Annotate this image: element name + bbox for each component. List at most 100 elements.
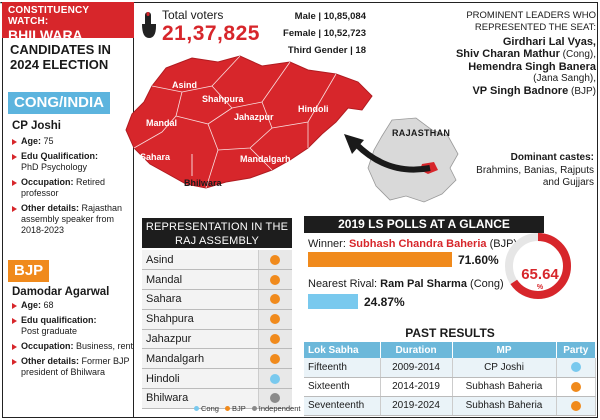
detail-item: Occupation: Retired professor xyxy=(12,177,134,199)
dominant-castes: Dominant castes: Brahmins, Banias, Rajpu… xyxy=(470,152,594,190)
party-dot xyxy=(270,373,281,384)
legend-cong: Cong xyxy=(201,404,219,413)
representation-table: Asind Mandal Sahara Shahpura Jahazpur Mandalg… xyxy=(142,250,292,409)
candidates-title: CANDIDATES IN 2024 ELECTION xyxy=(10,42,111,72)
constituency-name: Bhilwara xyxy=(142,388,259,409)
constituency-name: Sahara xyxy=(142,289,259,310)
party-dot xyxy=(270,274,281,285)
leader-3: Hemendra Singh Banera xyxy=(468,61,596,73)
table-row: Mandal xyxy=(142,269,292,291)
map-label-mandalgarh: Mandalgarh xyxy=(240,154,291,164)
constituency-name: Asind xyxy=(142,250,259,271)
leader-4: VP Singh Badnore xyxy=(472,85,569,97)
party-legend: Cong BJP Independent xyxy=(190,404,300,413)
col-mp: MP xyxy=(452,342,557,358)
constituency-header: CONSTITUENCY WATCH: BHILWARA xyxy=(2,2,134,43)
rival-label: Nearest Rival: xyxy=(308,278,381,290)
leader-4-party: (BJP) xyxy=(568,86,596,97)
detail-item: Age: 75 xyxy=(12,136,134,147)
party-dot-cell xyxy=(258,329,292,350)
header-line1: CONSTITUENCY WATCH: xyxy=(8,5,90,27)
gender-breakdown: Male | 10,85,084 Female | 10,52,723 Thir… xyxy=(270,8,366,59)
rival-line: Nearest Rival: Ram Pal Sharma (Cong) xyxy=(308,278,504,290)
prominent-leaders: PROMINENT LEADERS WHO REPRESENTED THE SE… xyxy=(438,10,596,98)
map-label-sahara: Sahara xyxy=(140,152,171,162)
party-dot xyxy=(570,381,581,392)
party-dot xyxy=(570,400,581,411)
winner-name: Subhash Chandra Baheria xyxy=(348,238,487,250)
detail-item: Occupation: Business, rent xyxy=(12,341,134,352)
duration-cell: 2019-2024 xyxy=(380,396,453,416)
party-dot-cell xyxy=(258,309,292,330)
map-label-jahazpur: Jahazpur xyxy=(234,112,274,122)
legend-bjp: BJP xyxy=(232,404,246,413)
table-row: Sixteenth 2014-2019 Subhash Baheria xyxy=(304,377,596,397)
table-row: Jahazpur xyxy=(142,329,292,350)
rajasthan-label: RAJASTHAN xyxy=(392,128,451,138)
table-row: Hindoli xyxy=(142,368,292,390)
col-party: Party xyxy=(556,342,596,358)
map-label-mandal: Mandal xyxy=(146,118,177,128)
winner-bar xyxy=(308,252,452,267)
table-header-row: Lok Sabha Duration MP Party xyxy=(304,342,596,358)
cong-swatch xyxy=(194,406,199,411)
turnout-unit: % xyxy=(536,284,544,291)
leader-1: Girdhari Lal Vyas, xyxy=(502,36,596,48)
winner-line: Winner: Subhash Chandra Baheria (BJP) xyxy=(308,238,517,250)
table-row: Mandalgarh xyxy=(142,348,292,370)
bjp-swatch xyxy=(225,406,231,411)
past-heading: PAST RESULTS xyxy=(405,326,495,340)
detail-item: Other details: Former BJP president of B… xyxy=(12,356,134,378)
representation-heading: REPRESENTATION IN THE RAJ ASSEMBLY xyxy=(142,218,292,248)
header-line2: BHILWARA xyxy=(8,27,83,43)
candidates-panel: CONSTITUENCY WATCH: BHILWARA CANDIDATES … xyxy=(2,2,134,418)
winner-pct: 71.60% xyxy=(458,253,499,267)
map-label-hindoli: Hindoli xyxy=(298,104,329,114)
turnout-value: 65.64 xyxy=(521,266,559,283)
table-row: Bhilwara xyxy=(142,388,292,409)
duration-cell: 2014-2019 xyxy=(380,377,453,397)
table-row: Sahara xyxy=(142,289,292,310)
mp-cell: Subhash Baheria xyxy=(452,396,557,416)
winner-party: (BJP) xyxy=(486,238,518,250)
constituency-name: Shahpura xyxy=(142,309,259,330)
arrow-icon xyxy=(344,134,431,173)
party-dot-cell xyxy=(258,289,292,310)
detail-item: Edu Qualification: PhD Psychology xyxy=(12,151,134,173)
voting-finger-icon xyxy=(142,12,156,38)
party-cell xyxy=(556,358,596,378)
lok-sabha-cell: Seventeenth xyxy=(304,396,381,416)
map-label-asind: Asind xyxy=(172,80,197,90)
lok-sabha-cell: Sixteenth xyxy=(304,377,381,397)
constituency-name: Mandalgarh xyxy=(142,348,259,370)
constituency-name: Hindoli xyxy=(142,368,259,390)
cong-candidate-name: CP Joshi xyxy=(12,120,61,132)
constituency-name: Mandal xyxy=(142,269,259,291)
leader-3-party: (Jana Sangh), xyxy=(533,73,596,84)
rival-bar xyxy=(308,294,358,309)
voters-label: Total voters xyxy=(162,8,224,22)
party-dot-cell xyxy=(258,250,292,271)
col-duration: Duration xyxy=(380,342,453,358)
party-dot xyxy=(270,254,281,265)
rival-name: Ram Pal Sharma xyxy=(380,278,467,290)
table-row: Fifteenth 2009-2014 CP Joshi xyxy=(304,358,596,378)
party-dot xyxy=(570,362,581,373)
cong-party-tag: CONG/INDIA xyxy=(8,92,110,114)
assembly-representation: REPRESENTATION IN THE RAJ ASSEMBLY Asind… xyxy=(142,218,292,418)
third-gender-count: Third Gender | 18 xyxy=(287,45,366,56)
party-dot-cell xyxy=(258,388,292,409)
party-cell xyxy=(556,396,596,416)
female-count: Female | 10,52,723 xyxy=(283,28,366,39)
voters-total: 21,37,825 xyxy=(162,22,260,45)
male-count: Male | 10,85,084 xyxy=(294,11,366,22)
mp-cell: Subhash Baheria xyxy=(452,377,557,397)
party-dot-cell xyxy=(258,368,292,390)
leader-2: Shiv Charan Mathur xyxy=(455,48,560,60)
castes-text: Brahmins, Banias, Rajputs and Gujjars xyxy=(476,164,594,189)
lok-sabha-cell: Fifteenth xyxy=(304,358,381,378)
leader-2-party: (Cong), xyxy=(559,49,596,60)
party-dot-cell xyxy=(258,269,292,291)
bjp-details: Age: 68 Edu qualification: Post graduate … xyxy=(12,300,134,382)
